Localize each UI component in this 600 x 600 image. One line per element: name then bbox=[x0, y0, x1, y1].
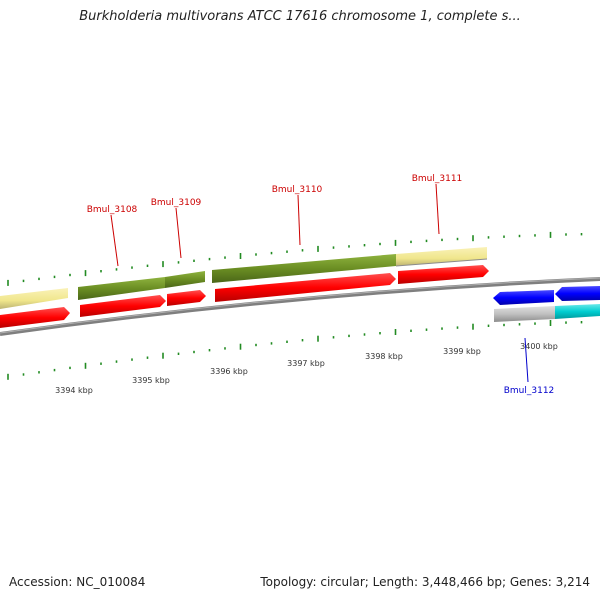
leader-line bbox=[175, 207, 182, 259]
gene-labels[interactable]: Bmul_3108 Bmul_3109 Bmul_3110 Bmul_3111 … bbox=[87, 174, 555, 396]
scale-labels: 3394 kbp 3395 kbp 3396 kbp 3397 kbp 3398… bbox=[55, 342, 558, 395]
chromosome-backbone bbox=[0, 277, 600, 336]
upper-tick-marks bbox=[7, 231, 583, 286]
cds-feature-blue bbox=[493, 290, 554, 305]
cds-feature-bmul-3108 bbox=[78, 277, 165, 300]
scale-label: 3395 kbp bbox=[132, 376, 170, 385]
gene-label-bmul-3109[interactable]: Bmul_3109 bbox=[151, 198, 202, 208]
scale-label: 3398 kbp bbox=[365, 352, 403, 361]
right-features bbox=[493, 286, 600, 322]
reverse-strand-features bbox=[0, 265, 489, 328]
gene-label-bmul-3108[interactable]: Bmul_3108 bbox=[87, 205, 138, 215]
cds-feature-blue bbox=[555, 286, 600, 301]
gene-feature-bmul-3111 bbox=[396, 247, 487, 266]
leader-line bbox=[297, 194, 301, 246]
cds-feature bbox=[398, 265, 489, 284]
gene-label-bmul-3112[interactable]: Bmul_3112 bbox=[504, 386, 555, 396]
gene-feature-bmul-3112 bbox=[494, 306, 555, 322]
gene-feature bbox=[0, 288, 68, 309]
gene-label-bmul-3110[interactable]: Bmul_3110 bbox=[272, 185, 323, 195]
cds-feature-bmul-3110 bbox=[212, 254, 396, 283]
cds-feature bbox=[0, 307, 70, 328]
map-title: Burkholderia multivorans ATCC 17616 chro… bbox=[79, 9, 521, 24]
scale-label: 3399 kbp bbox=[443, 347, 481, 356]
chromosome-backbone-highlight bbox=[0, 277, 600, 334]
leader-line bbox=[435, 183, 440, 235]
leader-line bbox=[524, 337, 529, 383]
cds-feature-cyan bbox=[555, 304, 600, 319]
scale-label: 3397 kbp bbox=[287, 359, 325, 368]
strand-baseline bbox=[395, 258, 488, 267]
cds-feature bbox=[80, 295, 166, 317]
scale-label: 3394 kbp bbox=[55, 386, 93, 395]
cds-feature-bmul-3109 bbox=[165, 271, 205, 288]
scale-label: 3400 kbp bbox=[520, 342, 558, 351]
leader-line bbox=[110, 214, 119, 267]
lower-tick-marks bbox=[7, 320, 583, 380]
accession-text: Accession: NC_010084 bbox=[9, 575, 146, 589]
topology-summary: Topology: circular; Length: 3,448,466 bp… bbox=[260, 575, 590, 589]
forward-strand-features bbox=[0, 247, 488, 309]
scale-label: 3396 kbp bbox=[210, 367, 248, 376]
gene-label-bmul-3111[interactable]: Bmul_3111 bbox=[412, 174, 463, 184]
cds-feature bbox=[167, 290, 206, 306]
cds-feature bbox=[215, 273, 396, 302]
